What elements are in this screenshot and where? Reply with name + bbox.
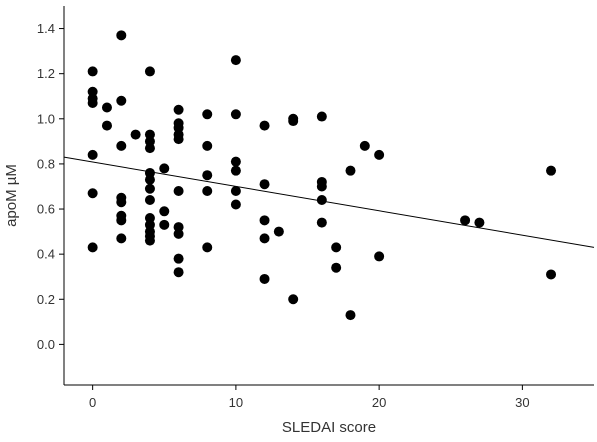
data-point [230, 55, 241, 66]
data-point [316, 195, 327, 206]
y-tick-label: 1.4 [37, 21, 55, 36]
data-point [159, 219, 170, 230]
data-point [130, 129, 141, 140]
data-point [144, 183, 155, 194]
data-point [259, 215, 270, 226]
data-point [230, 109, 241, 120]
data-point [144, 143, 155, 154]
data-point [144, 174, 155, 185]
data-points [87, 30, 557, 321]
data-point [374, 251, 385, 262]
data-point [230, 165, 241, 176]
data-point [159, 206, 170, 217]
y-tick-label: 0.6 [37, 202, 55, 217]
data-point [259, 233, 270, 244]
data-point [173, 253, 184, 264]
data-point [173, 267, 184, 278]
data-point [273, 226, 284, 237]
data-point [331, 242, 342, 253]
data-point [87, 242, 98, 253]
data-point [288, 116, 299, 127]
data-point [460, 215, 471, 226]
data-point [159, 163, 170, 174]
x-axis-ticks: 0 10 20 30 [89, 385, 530, 410]
data-point [316, 217, 327, 228]
x-axis-title: SLEDAI score [282, 419, 376, 436]
data-point [316, 111, 327, 122]
regression-line [63, 156, 595, 248]
data-point [202, 170, 213, 181]
data-point [345, 310, 356, 321]
y-tick-label: 1.2 [37, 66, 55, 81]
y-axis-title: apoM µM [3, 164, 20, 227]
data-point [259, 120, 270, 131]
data-point [116, 30, 127, 41]
data-point [144, 66, 155, 77]
y-tick-label: 1.0 [37, 111, 55, 126]
data-point [259, 273, 270, 284]
data-point [87, 188, 98, 199]
data-point [173, 185, 184, 196]
data-point [331, 262, 342, 273]
data-point [316, 181, 327, 192]
data-point [230, 185, 241, 196]
data-point [144, 235, 155, 246]
data-point [202, 185, 213, 196]
data-point [230, 156, 241, 167]
data-point [116, 197, 127, 208]
data-point [546, 165, 557, 176]
data-point [202, 109, 213, 120]
data-point [144, 195, 155, 206]
y-tick-label: 0.2 [37, 292, 55, 307]
data-point [345, 165, 356, 176]
data-point [101, 102, 112, 113]
x-tick-label: 20 [372, 395, 386, 410]
data-point [87, 149, 98, 160]
data-point [87, 66, 98, 77]
y-tick-label: 0.0 [37, 337, 55, 352]
data-point [173, 228, 184, 239]
data-point [173, 134, 184, 145]
data-point [116, 233, 127, 244]
data-point [101, 120, 112, 131]
data-point [87, 98, 98, 109]
y-tick-label: 0.4 [37, 247, 55, 262]
data-point [116, 215, 127, 226]
x-tick-label: 10 [229, 395, 243, 410]
data-point [202, 242, 213, 253]
data-point [202, 140, 213, 151]
data-point [173, 104, 184, 115]
data-point [259, 179, 270, 190]
data-point [474, 217, 485, 228]
y-tick-label: 0.8 [37, 156, 55, 171]
x-tick-label: 30 [515, 395, 529, 410]
data-point [116, 95, 127, 106]
data-point [288, 294, 299, 305]
y-axis-ticks: 0.0 0.2 0.4 0.6 0.8 1.0 1.2 1.4 [37, 21, 64, 352]
data-point [546, 269, 557, 280]
data-point [116, 140, 127, 151]
data-point [374, 149, 385, 160]
x-tick-label: 0 [89, 395, 96, 410]
data-point [359, 140, 370, 151]
data-point [230, 199, 241, 210]
